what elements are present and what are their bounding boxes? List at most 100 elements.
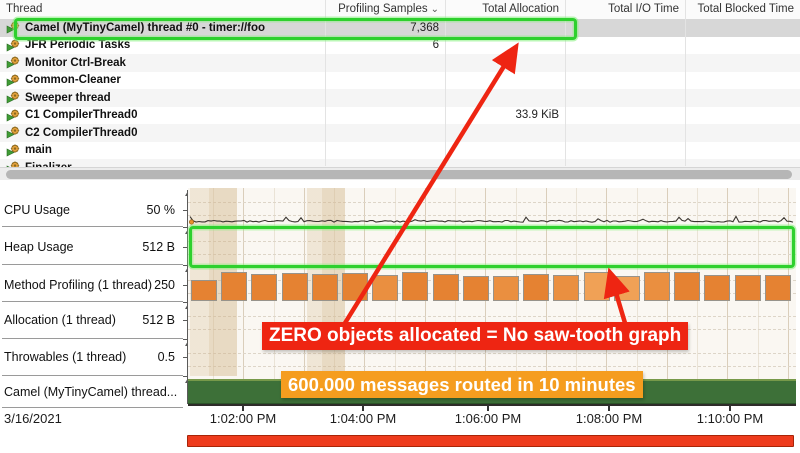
column-header-thread[interactable]: Thread: [0, 0, 325, 19]
lane-separator: [2, 407, 183, 408]
axis-tick: [183, 210, 188, 211]
column-divider: [685, 0, 686, 166]
thread-row[interactable]: C1 CompilerThread0 33.9 KiB: [0, 107, 800, 125]
time-tick-mark: [729, 405, 731, 411]
method-profiling-block: [613, 276, 640, 301]
thread-name-cell: main: [0, 144, 325, 157]
thread-name-cell: Camel (MyTinyCamel) thread #0 - timer://…: [0, 21, 325, 34]
thread-row[interactable]: Monitor Ctrl-Break: [0, 54, 800, 72]
thread-table: Thread Profiling Samples ⌄ Total Allocation…: [0, 0, 800, 180]
method-profiling-block: [734, 275, 761, 301]
column-header-label: Total Allocation: [482, 3, 559, 15]
column-header-profiling-samples[interactable]: Profiling Samples ⌄: [325, 0, 445, 19]
column-header-label: Profiling Samples: [338, 3, 428, 15]
lane-label: Camel (MyTinyCamel) thread...: [4, 385, 178, 399]
timeline-panel: CPU Usage 50 % Heap Usage 512 B Method Profi…: [0, 187, 800, 453]
lane-separator: [2, 264, 183, 265]
thread-name: Common-Cleaner: [25, 74, 121, 87]
column-header-label: Total I/O Time: [608, 3, 679, 15]
time-tick-label: 1:10:00 PM: [696, 411, 764, 426]
horizontal-gridline: [188, 241, 796, 242]
axis-tick: [183, 376, 188, 377]
messages-routed-banner: 600.000 messages routed in 10 minutes: [281, 371, 643, 398]
lane-label: Allocation (1 thread): [4, 313, 116, 327]
method-profiling-blocks: [188, 266, 796, 302]
lane-separator: [2, 301, 183, 302]
axis-tick: [183, 265, 188, 266]
horizontal-gridline: [188, 254, 796, 255]
thread-row[interactable]: Sweeper thread: [0, 89, 800, 107]
horizontal-scrollbar-thumb[interactable]: [6, 170, 792, 179]
thread-name: C2 CompilerThread0: [25, 126, 138, 139]
time-tick-mark: [242, 405, 244, 411]
thread-row[interactable]: Camel (MyTinyCamel) thread #0 - timer://…: [0, 19, 800, 37]
axis-tick: [183, 302, 188, 303]
method-profiling-block: [644, 272, 670, 301]
time-tick-mark: [362, 405, 364, 411]
method-profiling-block: [523, 274, 550, 301]
lane-row-method-profiling-1-thread-[interactable]: Method Profiling (1 thread) 250: [0, 265, 186, 302]
method-profiling-block: [462, 276, 489, 301]
sort-caret-icon: ⌄: [430, 4, 439, 15]
lane-separator: [2, 226, 183, 227]
time-range-selector-bar[interactable]: [187, 435, 794, 447]
method-profiling-block: [191, 280, 217, 301]
lane-separator: [2, 375, 183, 376]
time-tick-mark: [487, 405, 489, 411]
thread-name: JFR Periodic Tasks: [25, 39, 131, 52]
axis-tick: [183, 285, 188, 286]
horizontal-gridline: [188, 366, 796, 367]
method-profiling-block: [764, 275, 791, 301]
lane-axis-value: 0.5: [157, 350, 175, 364]
thread-row[interactable]: JFR Periodic Tasks 6: [0, 37, 800, 55]
thread-name-cell: Sweeper thread: [0, 91, 325, 104]
lane-axis-value: 50 %: [146, 203, 176, 217]
time-tick-label: 1:06:00 PM: [454, 411, 522, 426]
lane-row-allocation-1-thread-[interactable]: Allocation (1 thread) 512 B: [0, 302, 186, 339]
thread-icon: [6, 126, 20, 139]
thread-table-body: Camel (MyTinyCamel) thread #0 - timer://…: [0, 19, 800, 167]
thread-name-cell: Common-Cleaner: [0, 74, 325, 87]
method-profiling-block: [281, 273, 308, 301]
method-profiling-block: [311, 274, 338, 301]
column-header-label: Total Blocked Time: [697, 3, 794, 15]
thread-row[interactable]: main: [0, 142, 800, 160]
lane-label: Method Profiling (1 thread): [4, 278, 152, 292]
column-header-total-i-o-time[interactable]: Total I/O Time: [565, 0, 685, 19]
thread-row[interactable]: Finalizer: [0, 159, 800, 167]
thread-name-cell: Monitor Ctrl-Break: [0, 56, 325, 69]
thread-row[interactable]: Common-Cleaner: [0, 72, 800, 90]
thread-icon: [6, 21, 20, 34]
lane-row-camel-mytinycamel-thread-[interactable]: Camel (MyTinyCamel) thread...: [0, 376, 186, 408]
thread-name: C1 CompilerThread0: [25, 109, 138, 122]
lane-label: Heap Usage: [4, 240, 74, 254]
thread-value-cell: 33.9 KiB: [515, 109, 559, 122]
thread-icon: [6, 109, 20, 122]
thread-icon: [6, 56, 20, 69]
lane-row-throwables-1-thread-[interactable]: Throwables (1 thread) 0.5: [0, 339, 186, 376]
lane-label: CPU Usage: [4, 203, 70, 217]
column-header-total-blocked-time[interactable]: Total Blocked Time: [685, 0, 800, 19]
horizontal-gridline: [188, 353, 796, 354]
method-profiling-block: [493, 276, 519, 301]
method-profiling-block: [583, 272, 610, 301]
lane-row-cpu-usage[interactable]: CPU Usage 50 %: [0, 188, 186, 227]
thread-name: Camel (MyTinyCamel) thread #0 - timer://…: [25, 21, 266, 34]
method-profiling-block: [704, 275, 731, 301]
lane-row-heap-usage[interactable]: Heap Usage 512 B: [0, 227, 186, 265]
method-profiling-block: [251, 274, 278, 301]
method-profiling-block: [221, 272, 248, 301]
thread-value-cell: 7,368: [410, 21, 439, 34]
thread-name-cell: JFR Periodic Tasks: [0, 39, 325, 52]
thread-name-cell: C1 CompilerThread0: [0, 109, 325, 122]
date-label: 3/16/2021: [4, 411, 62, 426]
thread-value-cell: 6: [432, 39, 439, 52]
column-header-total-allocation[interactable]: Total Allocation: [445, 0, 565, 19]
method-profiling-block: [432, 274, 459, 301]
time-tick-label: 1:04:00 PM: [329, 411, 397, 426]
thread-row[interactable]: C2 CompilerThread0: [0, 124, 800, 142]
horizontal-scrollbar-track[interactable]: [0, 167, 800, 180]
method-profiling-block: [342, 273, 368, 301]
axis-tick: [183, 339, 188, 340]
